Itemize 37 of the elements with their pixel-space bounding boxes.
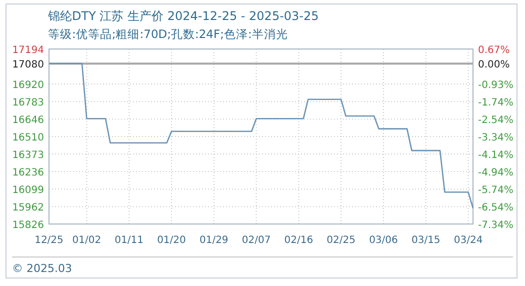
y-tick-label: 17080 — [12, 60, 44, 71]
y-tick-label: 16373 — [12, 150, 44, 162]
x-tick-label: 01/11 — [114, 235, 144, 246]
y-tick-label: 16920 — [12, 80, 44, 92]
y2-tick-label: 0.00% — [478, 60, 510, 71]
y2-tick-label: -3.34% — [478, 132, 514, 144]
x-tick-label: 02/25 — [326, 235, 356, 246]
y-tick-label: 15962 — [12, 202, 44, 214]
y2-tick-label: -6.54% — [478, 202, 514, 214]
y2-tick-label: -0.93% — [478, 80, 514, 91]
y2-tick-label: -1.74% — [478, 98, 514, 109]
y-tick-label: 16646 — [12, 115, 44, 126]
x-tick-label: 01/20 — [157, 235, 186, 246]
line-series — [48, 62, 474, 209]
x-tick-label: 02/16 — [284, 235, 314, 246]
text: © 2025.03 — [12, 262, 72, 275]
x-tick-label: 03/06 — [369, 235, 398, 246]
y-tick-label: 16099 — [12, 185, 44, 196]
y2-tick-label: -4.14% — [478, 150, 514, 162]
chart-title: 锦纶DTY 江苏 生产价 2024-12-25 - 2025-03-25 — [47, 9, 319, 23]
x-tick-label: 02/07 — [242, 235, 271, 246]
y-tick-label: 16510 — [12, 132, 44, 144]
x-tick-label: 01/02 — [72, 235, 102, 246]
y-tick-label: 17194 — [12, 45, 44, 56]
chart-subtitle: 等级:优等品;粗细:70D;孔数:24F;色泽:半消光 — [48, 27, 288, 41]
y-tick-label: 15826 — [12, 220, 44, 231]
y-tick-label: 16236 — [12, 168, 44, 179]
y2-tick-label: -7.34% — [478, 220, 514, 231]
y2-tick-label: -4.94% — [478, 168, 514, 179]
x-tick-label: 01/29 — [199, 235, 228, 246]
y2-tick-label: -5.74% — [478, 185, 514, 196]
y2-tick-label: 0.67% — [478, 45, 510, 56]
x-tick-label: 03/15 — [411, 235, 440, 246]
y-tick-label: 16783 — [12, 98, 44, 109]
x-tick-label: 12/25 — [34, 235, 64, 246]
y2-tick-label: -2.54% — [478, 115, 514, 126]
x-tick-label: 03/24 — [454, 235, 483, 246]
